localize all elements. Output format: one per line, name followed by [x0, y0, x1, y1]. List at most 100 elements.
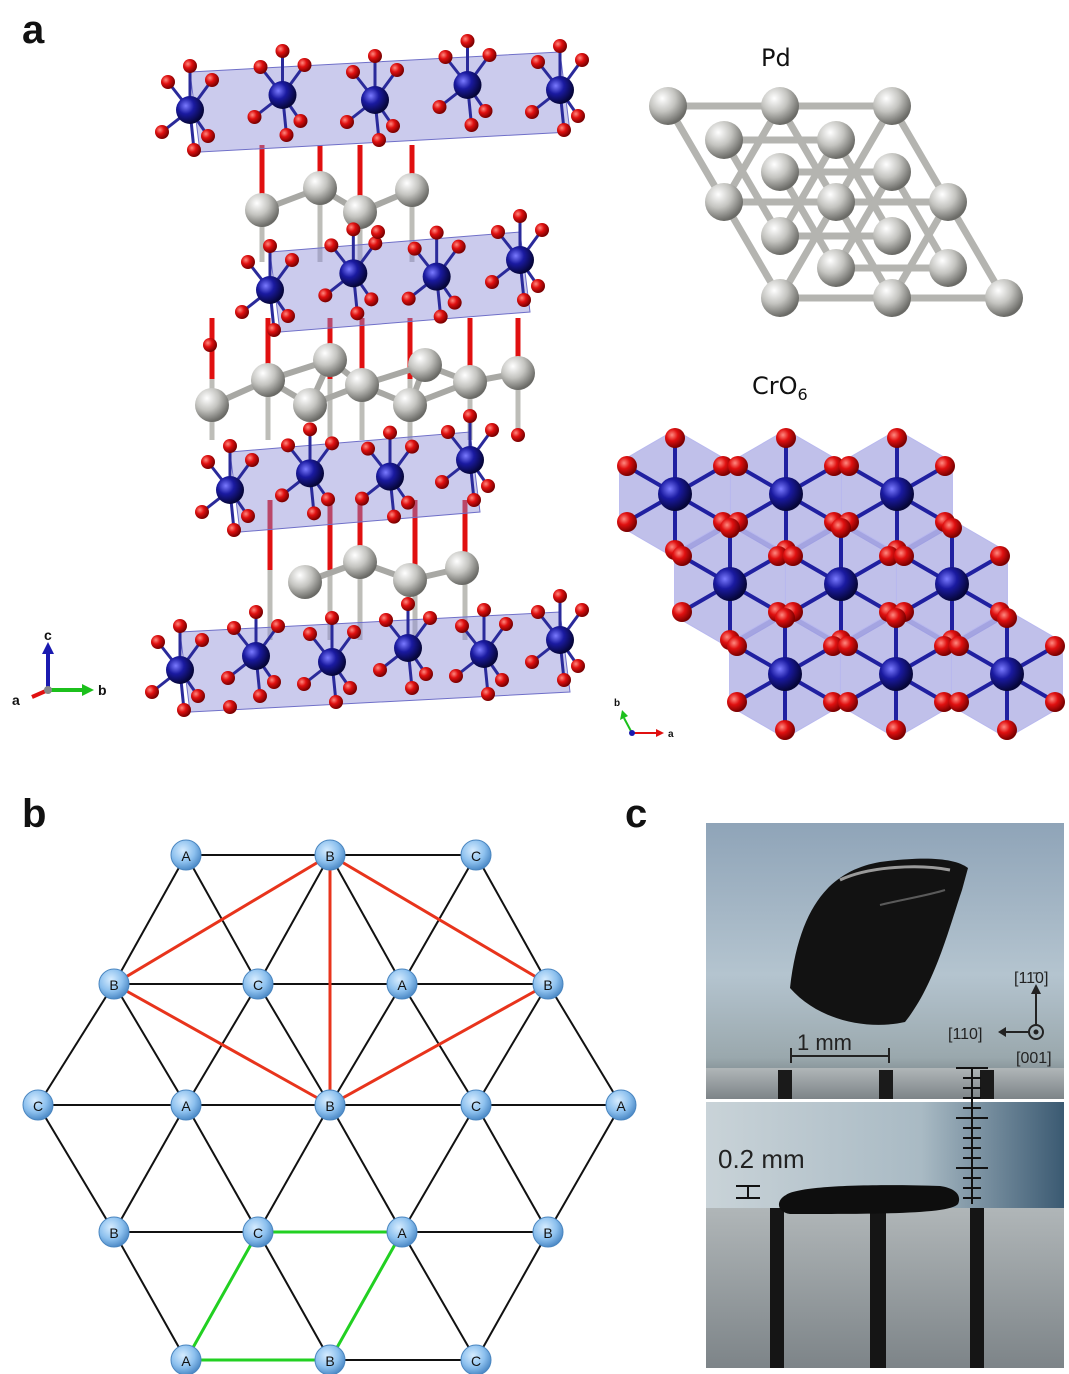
oxygen-atom — [449, 669, 463, 683]
chromium-atom — [713, 567, 747, 601]
site-marker — [460, 1344, 492, 1374]
site-label: A — [181, 1098, 191, 1114]
oxygen-atom — [831, 518, 851, 538]
site-marker — [314, 839, 346, 871]
oxygen-atom — [511, 428, 525, 442]
site-marker — [314, 1089, 346, 1121]
lattice-edge — [401, 1104, 477, 1233]
oxygen-atom — [227, 523, 241, 537]
axes-indicator-side: c a b — [12, 627, 107, 708]
site-marker — [460, 1089, 492, 1121]
oxygen-atom — [324, 238, 339, 253]
oxygen-atom — [297, 58, 312, 72]
layered-crystal-structure — [145, 34, 589, 717]
oxygen-atom — [438, 50, 453, 64]
lattice-site: C — [242, 968, 274, 1000]
axis-a-label: a — [12, 692, 20, 708]
site-marker — [532, 968, 564, 1000]
oxygen-atom — [435, 475, 449, 489]
chromium-atom — [216, 476, 244, 504]
site-marker — [386, 1216, 418, 1248]
oxygen-atom — [672, 546, 692, 566]
oxygen-atom — [553, 39, 567, 53]
oxygen-atom — [482, 48, 497, 62]
oxygen-atom — [429, 225, 444, 240]
lattice-edge — [475, 1231, 549, 1361]
oxygen-atom — [571, 109, 585, 123]
lattice-edge — [113, 983, 187, 1106]
lattice-site: C — [242, 1216, 274, 1248]
oxygen-atom — [997, 608, 1017, 628]
oxygen-atom — [768, 546, 788, 566]
oxygen-atom — [401, 597, 415, 611]
chromium-atom — [546, 626, 574, 654]
lattice-site: B — [314, 1089, 346, 1121]
oxygen-atom — [455, 619, 469, 633]
oxygen-atom — [205, 73, 219, 87]
oxygen-atom — [371, 225, 385, 239]
cro6-layer-4 — [145, 589, 589, 717]
palladium-atom — [873, 153, 911, 191]
oxygen-atom — [499, 617, 513, 631]
oxygen-atom — [372, 133, 386, 147]
panel-b-letter: b — [22, 792, 47, 836]
axes-indicator-top: b a — [614, 698, 674, 740]
oxygen-atom — [517, 293, 531, 307]
oxygen-atom — [467, 493, 481, 507]
oxygen-atom — [267, 675, 281, 689]
site-label: B — [325, 848, 334, 864]
site-label: C — [253, 977, 263, 993]
site-label: B — [543, 977, 552, 993]
oxygen-atom — [553, 589, 567, 603]
site-marker — [98, 968, 130, 1000]
oxygen-atom — [720, 518, 740, 538]
oxygen-atom — [361, 441, 375, 456]
palladium-atom — [873, 87, 911, 125]
cro6-label: CrO6 — [752, 372, 808, 404]
b-b-connection — [113, 853, 331, 986]
oxygen-atom — [405, 439, 419, 454]
palladium-atom — [817, 121, 855, 159]
oxygen-atom — [535, 223, 549, 237]
oxygen-atom — [407, 241, 422, 256]
oxygen-atom — [824, 456, 844, 476]
oxygen-atom — [263, 239, 277, 253]
oxygen-atom — [823, 692, 843, 712]
direction-1-10: [11̄0] — [1014, 970, 1048, 987]
oxygen-atom — [355, 491, 369, 506]
oxygen-atom — [571, 659, 585, 673]
oxygen-atom — [318, 288, 333, 303]
oxygen-atom — [285, 253, 299, 267]
oxygen-atom — [463, 409, 477, 423]
oxygen-atom — [195, 633, 209, 647]
lattice-site: A — [170, 1344, 202, 1374]
lattice-edge — [257, 1104, 331, 1233]
lattice-site: B — [98, 968, 130, 1000]
oxygen-atom — [433, 309, 448, 324]
lattice-edge — [475, 1104, 549, 1233]
oxygen-atom — [350, 306, 365, 321]
site-label: C — [471, 1353, 481, 1369]
palladium-atom — [195, 388, 229, 422]
lattice-site: C — [460, 839, 492, 871]
site-marker — [314, 1344, 346, 1374]
chromium-atom — [256, 276, 284, 304]
oxygen-atom — [187, 143, 201, 157]
chromium-atom — [268, 81, 297, 109]
oxygen-atom — [368, 236, 383, 251]
oxygen-atom — [201, 129, 215, 143]
oxygen-atom — [531, 279, 545, 293]
oxygen-atom — [151, 635, 165, 649]
oxygen-atom — [405, 681, 419, 695]
panel-c-letter: c — [625, 792, 648, 836]
oxygen-atom — [221, 671, 235, 685]
oxygen-atom — [464, 118, 479, 132]
oxygen-atom — [203, 338, 217, 352]
crystal-photo-top: 1 mm [11̄0] [110] [001] — [706, 823, 1064, 1099]
lattice-edge — [113, 854, 187, 985]
axis-b-label: b — [98, 682, 107, 698]
site-marker — [605, 1089, 637, 1121]
lattice-site: C — [460, 1344, 492, 1374]
palladium-atom — [873, 217, 911, 255]
oxygen-atom — [343, 681, 357, 695]
